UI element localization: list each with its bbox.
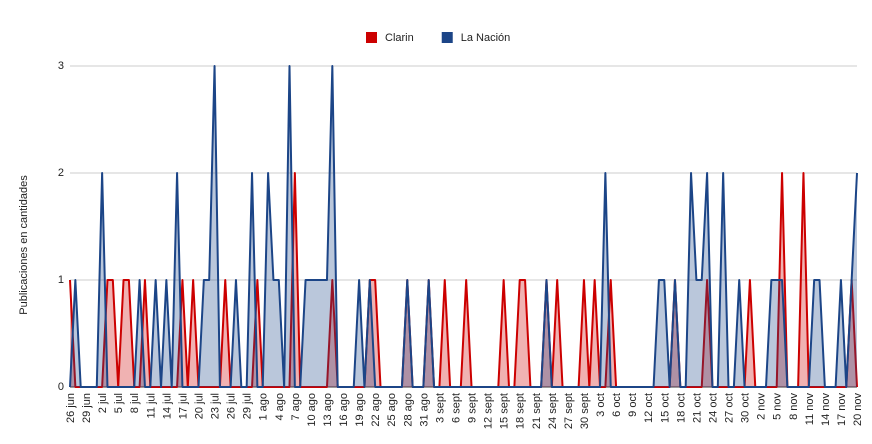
x-tick-label: 2 nov (756, 393, 768, 420)
x-tick-label: 9 oct (627, 393, 639, 417)
x-tick-label: 13 ago (322, 393, 334, 427)
x-tick-label: 5 nov (772, 393, 784, 420)
x-tick-label: 8 nov (788, 393, 800, 420)
series-line (69, 65, 858, 388)
y-axis-title: Publicaciones en cantidades (18, 175, 30, 315)
x-tick-label: 22 ago (370, 393, 382, 427)
x-tick-label: 17 nov (836, 393, 848, 427)
x-tick-label: 27 oct (724, 393, 736, 423)
x-tick-label: 9 sept (467, 393, 479, 423)
x-tick-label: 16 ago (338, 393, 350, 427)
x-tick-label: 24 sept (547, 393, 559, 429)
x-tick-label: 4 ago (274, 393, 286, 421)
x-tick-label: 6 oct (611, 393, 623, 417)
x-tick-label: 21 sept (531, 393, 543, 429)
x-tick-label: 14 jul (161, 393, 173, 419)
y-tick-label: 1 (58, 274, 64, 286)
x-tick-label: 20 nov (852, 393, 864, 427)
legend-label: Clarin (385, 32, 414, 44)
x-tick-label: 8 jul (129, 393, 141, 413)
x-tick-label: 3 sept (434, 393, 446, 423)
x-tick-label: 26 jul (226, 393, 238, 419)
x-tick-label: 29 jun (81, 393, 93, 423)
x-tick-label: 6 sept (450, 393, 462, 423)
x-tick-label: 27 sept (563, 393, 575, 429)
x-tick-label: 23 jul (210, 393, 222, 419)
x-tick-label: 29 jul (242, 393, 254, 419)
x-tick-label: 21 oct (691, 393, 703, 423)
x-tick-label: 15 sept (499, 393, 511, 429)
legend-swatch (366, 32, 377, 43)
x-tick-label: 25 ago (386, 393, 398, 427)
x-tick-label: 20 jul (193, 393, 205, 419)
x-tick-label: 26 jun (65, 393, 77, 423)
series-line (69, 172, 858, 388)
x-tick-label: 30 sept (579, 393, 591, 429)
y-tick-label: 0 (58, 381, 64, 393)
x-tick-label: 30 oct (740, 393, 752, 423)
legend-swatch (441, 32, 453, 43)
legend-label: La Nación (461, 32, 511, 44)
x-tick-label: 7 ago (290, 393, 302, 421)
x-tick-label: 12 sept (483, 393, 495, 429)
x-tick-label: 11 nov (804, 393, 816, 426)
x-tick-label: 11 jul (145, 393, 157, 418)
x-tick-label: 28 ago (402, 393, 414, 427)
y-tick-label: 2 (58, 167, 64, 179)
x-tick-label: 3 oct (595, 393, 607, 417)
x-tick-label: 12 oct (643, 393, 655, 423)
x-tick-label: 31 ago (418, 393, 430, 427)
x-tick-label: 5 jul (113, 393, 125, 413)
x-tick-label: 15 oct (659, 393, 671, 423)
x-tick-label: 18 sept (515, 393, 527, 429)
x-tick-label: 24 oct (707, 393, 719, 423)
x-tick-label: 10 ago (306, 393, 318, 427)
x-tick-label: 2 jul (97, 393, 109, 413)
x-tick-label: 19 ago (354, 393, 366, 427)
x-tick-label: 14 nov (820, 393, 832, 427)
x-tick-label: 17 jul (177, 393, 189, 419)
area-fill (70, 66, 857, 387)
x-tick-label: 18 oct (675, 393, 687, 423)
x-tick-label: 1 ago (258, 393, 270, 421)
y-tick-label: 3 (58, 60, 64, 72)
